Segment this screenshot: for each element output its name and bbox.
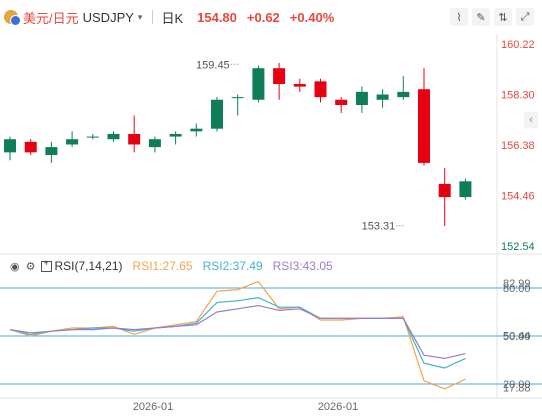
candle-body — [211, 99, 223, 129]
indicator-icon[interactable]: ⇅ — [494, 8, 512, 26]
price-change-percent: +0.40% — [289, 9, 335, 25]
candle-body — [397, 91, 410, 98]
candle-body — [335, 99, 348, 106]
rsi-series-line — [9, 280, 466, 390]
rsi-value-label: 17.88 — [503, 382, 531, 394]
candle-body — [128, 133, 141, 145]
rsi-level-label: 80.00 — [503, 283, 531, 295]
candle-body — [231, 97, 244, 99]
price-change: +0.62 — [246, 9, 280, 25]
candle-body — [190, 128, 203, 132]
candle-body — [148, 139, 161, 148]
price-annotation: 153.31 — [362, 221, 396, 233]
rsi3-value: RSI3:43.05 — [272, 259, 333, 273]
candle-body — [45, 147, 58, 155]
collapse-panel-icon[interactable]: ‹ — [524, 112, 538, 128]
rsi-series-line — [9, 296, 466, 369]
candle-body — [66, 139, 79, 145]
currency-flag-icon — [4, 10, 21, 26]
fullscreen-icon[interactable]: ⤢ — [516, 8, 534, 26]
y-tick-label: 152.54 — [501, 241, 535, 253]
rsi-level-label: 20.00 — [503, 379, 531, 391]
period-selector[interactable]: 日K — [161, 10, 184, 26]
rsi-value-label: 82.99 — [503, 278, 531, 290]
candle-body — [107, 133, 120, 140]
symbol-code[interactable]: USDJPY — [82, 9, 134, 25]
settings-icon[interactable]: ⚙ — [25, 260, 36, 273]
y-tick-label: 154.46 — [501, 191, 535, 203]
rsi1-value: RSI1:27.65 — [132, 259, 193, 273]
candle-body — [459, 181, 472, 198]
eye-icon[interactable]: ◉ — [10, 260, 20, 273]
chart-header: 美元/日元 USDJPY ▾ 日K 154.80 +0.62 +0.40% — [0, 0, 542, 34]
symbol-name[interactable]: 美元/日元 — [23, 10, 79, 26]
symbol-dropdown-icon[interactable]: ▾ — [137, 11, 143, 22]
candle-body — [24, 141, 37, 153]
pencil-icon[interactable]: ✎ — [472, 8, 490, 26]
price-annotation: 159.45 — [196, 59, 230, 71]
header-divider — [152, 10, 154, 24]
x-tick-label: 2026-01 — [133, 401, 173, 413]
rsi2-value: RSI2:37.49 — [202, 259, 263, 273]
rsi-name[interactable]: RSI(7,14,21) — [54, 259, 123, 273]
candle-body — [355, 91, 368, 106]
trend-icon[interactable]: ⌇ — [450, 8, 468, 26]
last-price: 154.80 — [197, 9, 237, 25]
candle-body — [376, 94, 389, 100]
candle-body — [418, 89, 430, 163]
candle-body — [273, 68, 286, 84]
y-tick-label: 160.22 — [501, 39, 535, 51]
y-tick-label: 158.30 — [501, 90, 535, 102]
y-tick-label: 156.38 — [501, 140, 535, 152]
chart-toolbar: ⌇ ✎ ⇅ ⤢ — [450, 8, 534, 26]
rsi-value-label: 50.44 — [503, 330, 531, 342]
rsi-header: ◉ ⚙ RSI(7,14,21) RSI1:27.65 RSI2:37.49 R… — [0, 256, 343, 276]
candle-body — [438, 183, 451, 198]
candle-body — [4, 139, 16, 153]
candle-body — [293, 83, 306, 87]
candle-body — [314, 81, 327, 98]
expand-icon[interactable] — [41, 258, 53, 272]
candle-body — [86, 136, 99, 138]
x-tick-label: 2026-01 — [318, 401, 358, 413]
rsi-level-label: 50.00 — [503, 331, 531, 343]
candle-body — [252, 68, 265, 100]
rsi-series-line — [9, 304, 466, 360]
candle-body — [169, 133, 182, 137]
